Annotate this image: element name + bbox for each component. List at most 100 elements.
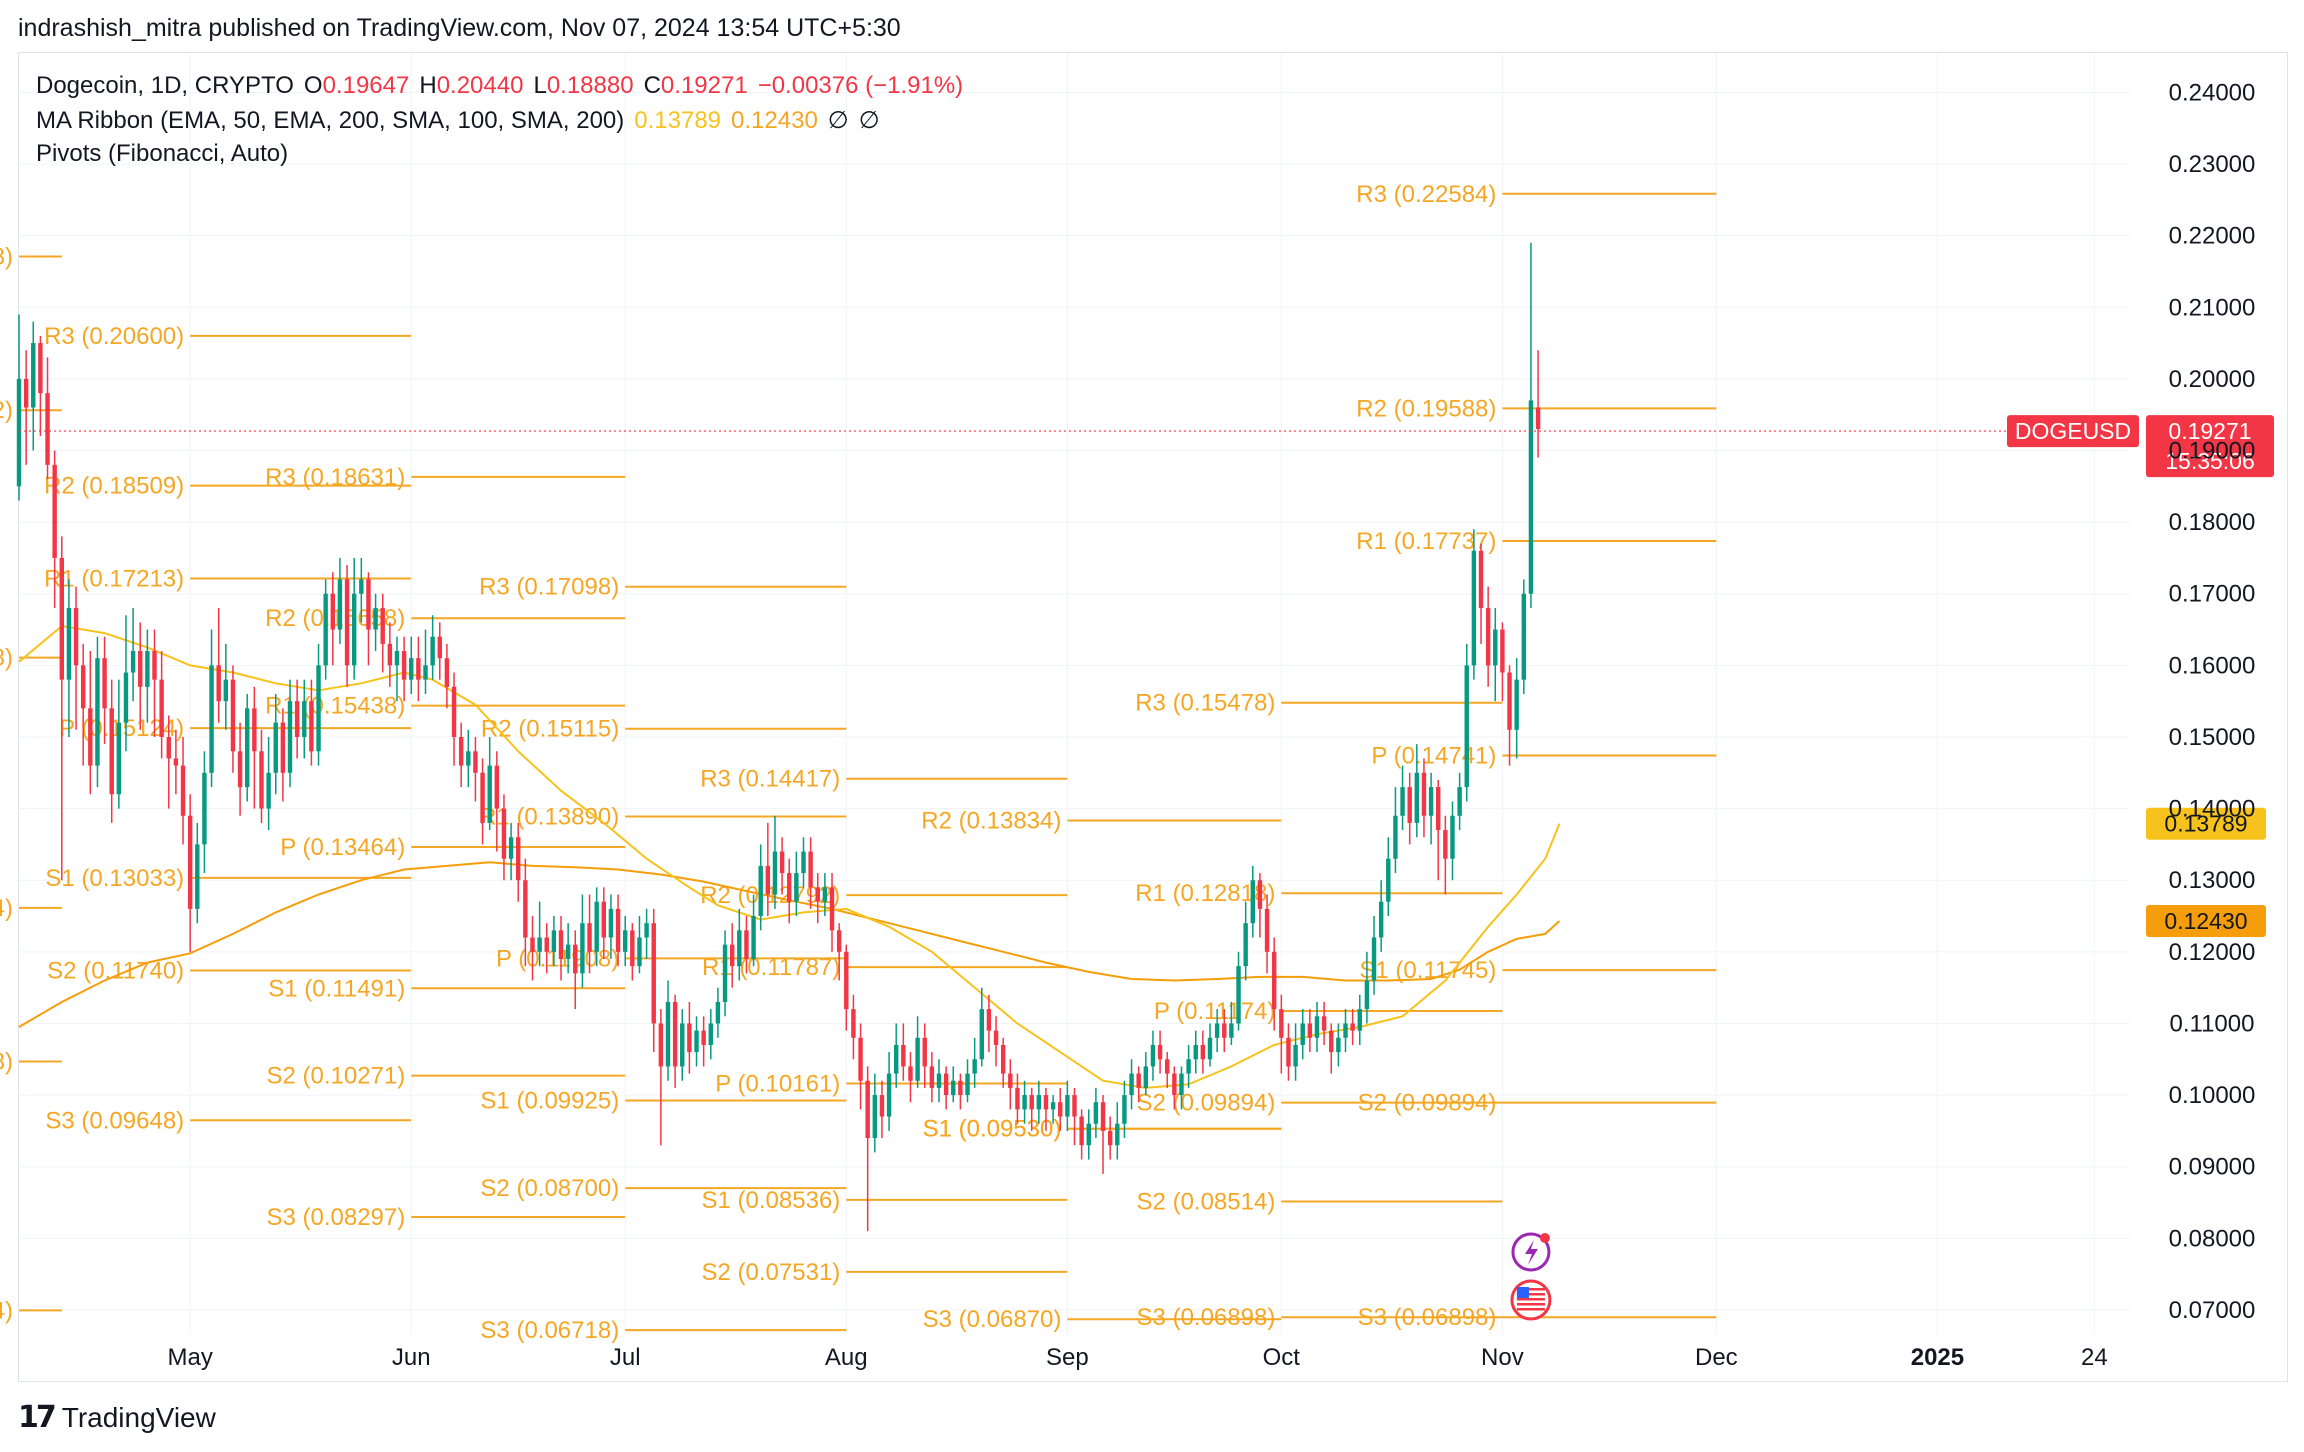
candle-down [523, 858, 528, 967]
candle-down [901, 1023, 906, 1081]
candle-body [836, 930, 842, 952]
candle-body [401, 651, 407, 680]
candle-body [1186, 1059, 1191, 1074]
ma-ribbon-label[interactable]: MA Ribbon (EMA, 50, EMA, 200, SMA, 100, … [36, 107, 625, 134]
candle-up [1250, 865, 1256, 938]
high-label: H [419, 72, 437, 99]
candle-down [1015, 1073, 1020, 1124]
legend-ma-row[interactable]: MA Ribbon (EMA, 50, EMA, 200, SMA, 100, … [36, 106, 880, 135]
candle-body [501, 808, 507, 859]
candlesticks [16, 242, 1541, 1232]
candle-body [309, 701, 314, 752]
lightning-event-icon[interactable] [1511, 1232, 1551, 1272]
candle-body [516, 837, 521, 881]
candle-down [1485, 586, 1491, 687]
candle-body [1286, 1037, 1291, 1067]
candle-down [1535, 350, 1541, 458]
chart-frame[interactable] [18, 52, 2288, 1382]
candle-body [794, 873, 799, 902]
candle-body [102, 658, 107, 709]
candle-up [872, 1073, 878, 1153]
candle-up [722, 930, 728, 1017]
candle-body [366, 579, 371, 630]
tradingview-logo[interactable]: 17 TradingView [18, 1400, 216, 1435]
candle-up [145, 629, 150, 723]
tradingview-logo-icon: 17 [18, 1400, 57, 1435]
candle-down [1271, 937, 1277, 1031]
x-tick-label: Sep [1046, 1344, 1089, 1371]
candle-body [1428, 787, 1434, 816]
candle-body [1436, 787, 1441, 831]
chart-grid [19, 53, 2130, 1335]
candle-up [1036, 1080, 1042, 1124]
candle-up [487, 736, 492, 831]
y-tick-label: 0.10000 [2169, 1082, 2256, 1109]
candle-body [815, 887, 820, 902]
candle-up [972, 1037, 977, 1088]
candle-down [216, 608, 221, 723]
candle-body [651, 923, 656, 1024]
pivot-label: R2 (0.15115) [481, 716, 619, 743]
ma-na-2-icon: ∅ [858, 107, 880, 134]
candle-body [1507, 672, 1512, 730]
x-tick-label: 2025 [1911, 1344, 1964, 1371]
candle-body [936, 1073, 942, 1088]
candle-down [573, 930, 578, 1010]
y-tick-label: 0.18000 [2169, 509, 2256, 536]
y-tick-label: 0.21000 [2169, 294, 2256, 321]
pivot-label: R2 (0.13834) [921, 807, 1061, 834]
candle-body [1065, 1095, 1070, 1117]
candle-body [722, 944, 728, 1002]
candle-body [580, 923, 585, 974]
candle-down [138, 622, 143, 730]
candle-body [958, 1080, 963, 1096]
candle-down [851, 994, 856, 1060]
candle-body [66, 608, 72, 680]
candle-down [45, 357, 50, 480]
candle-down [1136, 1066, 1141, 1103]
candle-body [1378, 901, 1384, 938]
pivot-label: R1 (0.17213) [44, 565, 184, 592]
candle-up [715, 987, 721, 1038]
y-tick-label: 0.16000 [2169, 652, 2256, 679]
us-flag-event-icon[interactable] [1510, 1279, 1552, 1321]
candle-up [1400, 765, 1405, 831]
candle-body [943, 1073, 949, 1096]
candle-body [744, 930, 749, 959]
y-tick-label: 0.22000 [2169, 223, 2256, 250]
x-tick-label: Dec [1695, 1344, 1738, 1371]
candle-up [1364, 951, 1370, 1024]
candle-down [230, 665, 236, 773]
pivots-label[interactable]: Pivots (Fibonacci, Auto) [36, 140, 289, 167]
candle-up [694, 1016, 699, 1067]
candle-body [237, 751, 243, 788]
candle-down [701, 1016, 706, 1067]
candle-body [480, 772, 485, 823]
candle-up [1236, 951, 1241, 1031]
candle-up [209, 629, 214, 788]
candle-body [844, 951, 849, 1010]
candle-body [1293, 1044, 1298, 1067]
x-tick-label: Aug [825, 1344, 868, 1371]
symbol-title[interactable]: Dogecoin, 1D, CRYPTO [36, 72, 294, 99]
candle-body [59, 557, 65, 680]
candle-up [1086, 1109, 1091, 1160]
legend-pivots-row[interactable]: Pivots (Fibonacci, Auto) [36, 140, 288, 168]
open-value: 0.19647 [322, 72, 410, 99]
candle-up [758, 844, 763, 931]
pivot-label: R1 (0.19562) [0, 397, 13, 424]
candle-down [1200, 1030, 1206, 1074]
candle-body [152, 651, 157, 680]
candle-down [558, 916, 564, 981]
candle-body [1400, 787, 1405, 816]
candle-body [779, 851, 785, 874]
pivot-label: P (0.14741) [1371, 743, 1496, 770]
candle-body [1122, 1095, 1127, 1124]
candle-down [1072, 1087, 1077, 1146]
candle-body [1271, 951, 1277, 1010]
candle-down [480, 758, 485, 845]
candle-down [330, 572, 336, 666]
candle-down [1350, 1009, 1355, 1045]
legend-symbol-row[interactable]: Dogecoin, 1D, CRYPTO O0.19647 H0.20440 L… [36, 72, 963, 100]
